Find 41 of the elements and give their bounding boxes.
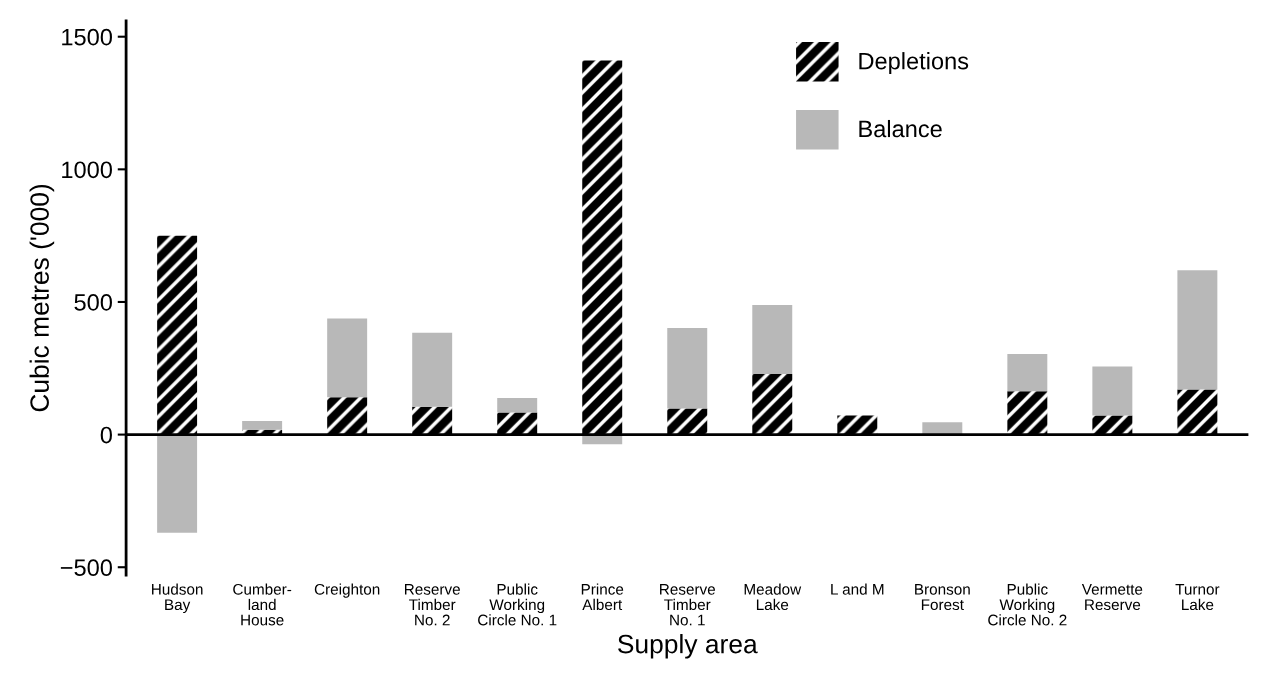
bar	[1007, 391, 1048, 435]
x-tick-label: Cumber- land House	[233, 583, 292, 626]
legend-label: Depletions	[859, 52, 969, 75]
y-tick-label: 1500	[62, 28, 112, 46]
bar	[667, 408, 708, 435]
x-tick-label: L and M	[831, 583, 884, 595]
bar	[412, 406, 453, 435]
x-tick-label: Turnor Lake	[1175, 584, 1220, 611]
x-tick-label: Hudson Bay	[152, 583, 203, 614]
x-tick-label: Meadow Lake	[744, 583, 802, 611]
bar	[752, 304, 793, 375]
x-tick-label: Creighton	[314, 583, 380, 598]
y-tick-label: 0	[100, 426, 112, 444]
bar	[752, 374, 793, 435]
bar	[1007, 353, 1048, 392]
x-tick-label: Public Working Circle No. 1	[478, 583, 557, 626]
legend-label: Balance	[859, 119, 942, 138]
bar	[157, 434, 198, 533]
y-tick-label: 1000	[62, 161, 112, 179]
x-tick-label: Bronson Forest	[915, 584, 970, 611]
bar	[667, 327, 708, 409]
x-tick-label: Reserve Timber No. 2	[404, 584, 460, 626]
bar	[497, 412, 538, 435]
bar	[1092, 366, 1133, 416]
bar	[327, 318, 368, 398]
x-tick-label: Vermette Reserve	[1081, 584, 1143, 611]
bar	[1177, 389, 1218, 435]
y-tick-label: 500	[74, 294, 112, 311]
x-axis-title: Supply area	[618, 634, 758, 659]
x-tick-label: Prince Albert	[581, 583, 624, 611]
bar	[582, 60, 623, 435]
x-tick-label: Reserve Timber No. 1	[660, 584, 716, 626]
y-axis-title: Cubic metres ('000)	[29, 184, 55, 412]
bar	[1177, 270, 1218, 390]
x-tick-label: Public Working Circle No. 2	[988, 583, 1067, 626]
bar	[157, 235, 198, 435]
bar	[327, 397, 368, 435]
bar	[412, 332, 453, 407]
bar	[242, 421, 283, 430]
y-tick-label: −500	[60, 559, 112, 577]
bar	[497, 397, 538, 413]
